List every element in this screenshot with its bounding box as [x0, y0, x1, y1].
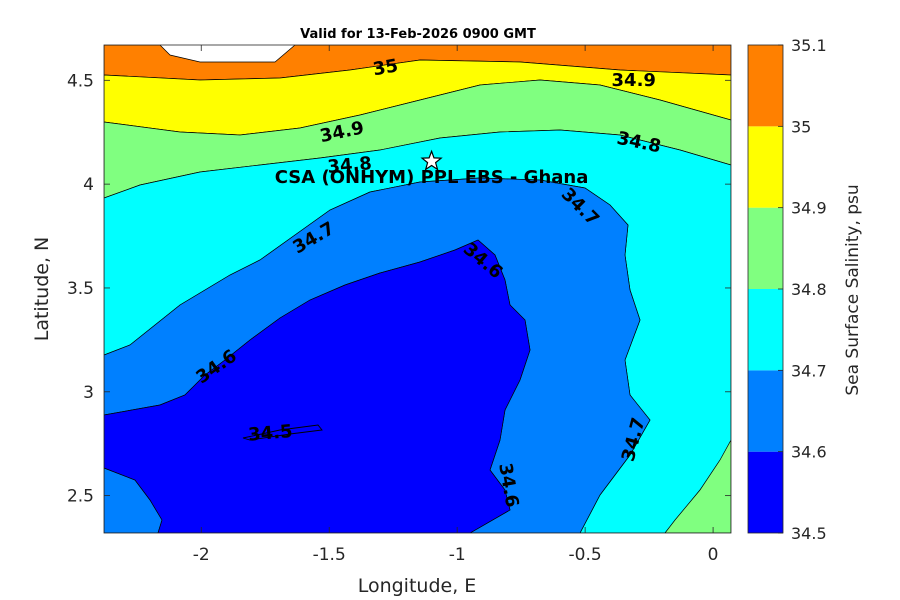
plot-area [104, 45, 731, 533]
colorbar-segment [748, 451, 783, 533]
contour-label: 34.8 [327, 153, 373, 178]
x-axis: -2 -1.5 -1 -0.5 0 [193, 45, 719, 565]
x-tick-label: 0 [708, 545, 719, 565]
y-tick-label: 2.5 [67, 487, 94, 507]
colorbar-tick-label: 34.9 [791, 199, 827, 218]
colorbar-tick-label: 34.5 [791, 524, 827, 543]
y-axis-label: Latitude, N [31, 237, 53, 342]
colorbar-segment [748, 289, 783, 371]
x-tick-label: -1 [449, 545, 466, 565]
contour-band-34.5 [104, 239, 531, 533]
site-label: CSA (ONHYM) PPL EBS - Ghana [275, 167, 589, 188]
y-axis: 2.5 3 3.5 4 4.5 [67, 71, 731, 507]
colorbar-tick-label: 34.7 [791, 361, 827, 380]
colorbar-tick-label: 34.6 [791, 443, 827, 462]
x-tick-label: -0.5 [569, 545, 602, 565]
colorbar-tick-label: 34.8 [791, 280, 827, 299]
y-tick-label: 4.5 [67, 71, 94, 91]
x-tick-label: -2 [193, 545, 210, 565]
colorbar-segment [748, 370, 783, 452]
colorbar-tick-label: 35 [791, 117, 811, 136]
colorbar-label: Sea Surface Salinity, psu [843, 184, 863, 395]
plot-frame [103, 44, 732, 534]
colorbar-segment [748, 126, 783, 208]
x-axis-label: Longitude, E [358, 575, 477, 597]
chart-title: Valid for 13-Feb-2026 0900 GMT [300, 27, 536, 42]
x-tick-label: -1.5 [313, 545, 346, 565]
colorbar: 34.5 34.6 34.7 34.8 34.9 35 35.1 [747, 36, 827, 543]
y-tick-label: 4 [83, 175, 94, 195]
contour-label: 34.9 [612, 70, 656, 91]
contour-line-34.5 [242, 424, 323, 441]
y-tick-label: 3 [83, 383, 94, 403]
y-tick-label: 3.5 [67, 279, 94, 299]
contour-label: 34.5 [247, 421, 293, 446]
colorbar-segment [748, 45, 783, 127]
colorbar-tick-label: 35.1 [791, 36, 827, 55]
contour-band-34.8-southeast [664, 439, 731, 533]
colorbar-segment [748, 207, 783, 289]
site-annotation: CSA (ONHYM) PPL EBS - Ghana [275, 149, 589, 188]
site-star-icon [420, 149, 443, 171]
contour-label: 35 [371, 55, 399, 80]
